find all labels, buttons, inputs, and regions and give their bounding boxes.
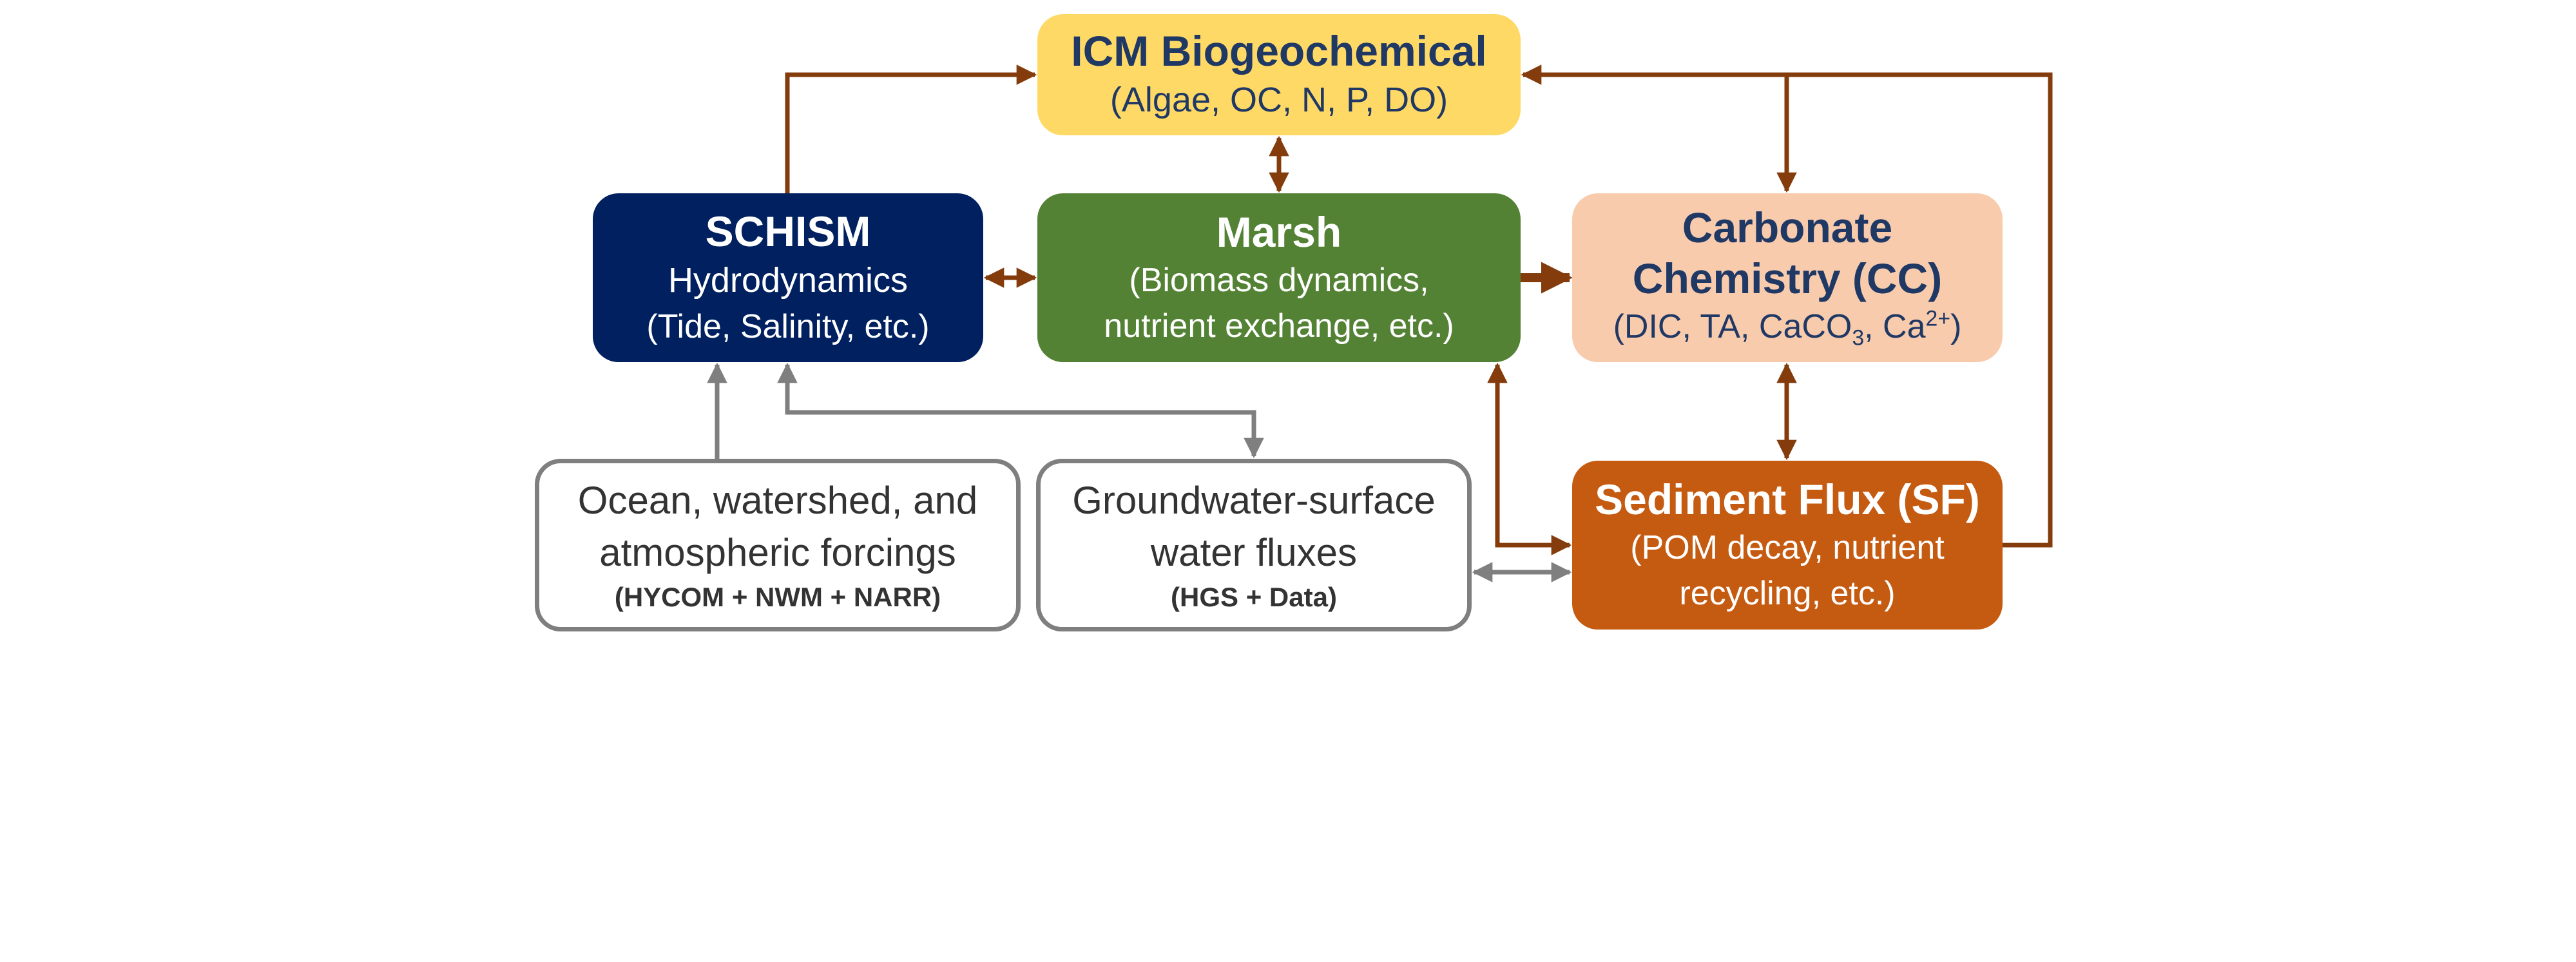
marsh-box: Marsh (Biomass dynamics, nutrient exchan…	[1037, 193, 1521, 362]
marsh-line1: (Biomass dynamics,	[1129, 262, 1429, 300]
marsh-title: Marsh	[1216, 208, 1342, 256]
sf-line2: recycling, etc.)	[1679, 574, 1896, 612]
arrow-schism-groundwater	[777, 362, 1264, 459]
groundwater-line1: Groundwater-surface	[1072, 478, 1436, 522]
carbonate-chemistry-box: Carbonate Chemistry (CC) (DIC, TA, CaCO3…	[1572, 193, 2003, 362]
icm-subtitle: (Algae, OC, N, P, DO)	[1110, 81, 1448, 120]
sf-line1: (POM decay, nutrient	[1630, 529, 1945, 567]
groundwater-line2: water fluxes	[1150, 530, 1358, 574]
ocean-line1: Ocean, watershed, and	[577, 478, 978, 522]
cc-species-open: (DIC, TA, CaCO	[1613, 308, 1852, 346]
cc-carbonate-subscript: 3	[1852, 325, 1865, 351]
cc-species-close: )	[1950, 308, 1962, 346]
schism-line1: Hydrodynamics	[668, 261, 908, 300]
schism-line2: (Tide, Salinity, etc.)	[646, 307, 930, 345]
cc-calcium-superscript: 2+	[1925, 306, 1951, 331]
groundwater-source: (HGS + Data)	[1171, 581, 1337, 612]
cc-title-line1: Carbonate	[1682, 203, 1893, 251]
arrow-schism-to-icm	[785, 64, 1037, 193]
ocean-source: (HYCOM + NWM + NARR)	[614, 581, 941, 612]
ocean-forcings-box: Ocean, watershed, and atmospheric forcin…	[535, 459, 1021, 631]
schism-title: SCHISM	[705, 207, 871, 255]
marsh-line2: nutrient exchange, etc.)	[1104, 307, 1454, 345]
sf-title: Sediment Flux (SF)	[1595, 476, 1980, 524]
icm-biogeochemical-box: ICM Biogeochemical (Algae, OC, N, P, DO)	[1037, 14, 1521, 135]
schism-box: SCHISM Hydrodynamics (Tide, Salinity, et…	[593, 193, 983, 362]
icm-title: ICM Biogeochemical	[1071, 26, 1487, 75]
cc-title-line2: Chemistry (CC)	[1632, 254, 1943, 302]
sediment-flux-box: Sediment Flux (SF) (POM decay, nutrient …	[1572, 461, 2003, 630]
cc-species: (DIC, TA, CaCO3, Ca2+)	[1613, 304, 1962, 353]
groundwater-fluxes-box: Groundwater-surface water fluxes (HGS + …	[1036, 459, 1472, 631]
arrow-marsh-sf	[1487, 362, 1572, 555]
ocean-line2: atmospheric forcings	[599, 530, 956, 574]
cc-species-mid: , Ca	[1864, 308, 1926, 346]
